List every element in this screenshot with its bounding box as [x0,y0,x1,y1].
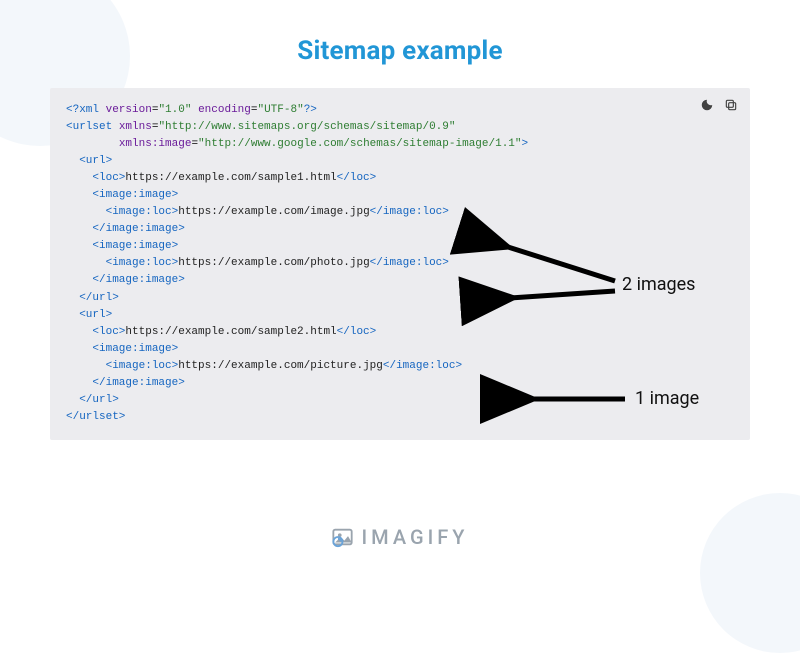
url-close-2: </url> [79,394,119,406]
code-block: <?xml version="1.0" encoding="UTF-8"?> <… [66,102,734,426]
xml-encoding-val: "UTF-8" [257,104,303,116]
imagify-logo-icon [332,526,354,548]
annotation-one-image: 1 image [635,388,699,409]
imgloc-close-2: </image:loc> [370,257,449,269]
imgimg-open-1: <image:image> [92,189,178,201]
urlset-close: </urlset> [66,411,125,423]
loc-open-2: <loc> [92,326,125,338]
url-close-1: </url> [79,292,119,304]
panel-actions [700,98,738,119]
annotation-two-images: 2 images [622,274,695,295]
loc-close-1: </loc> [337,172,377,184]
imagify-logo-text: IMAGIFY [362,525,469,549]
urlset-close-bracket: > [522,138,529,150]
imgloc-close-1: </image:loc> [370,206,449,218]
loc-close-2: </loc> [337,326,377,338]
url-open-1: <url> [79,155,112,167]
xmlns-image-attr: xmlns:image [119,138,192,150]
theme-toggle-icon[interactable] [700,98,714,119]
img2-text: https://example.com/photo.jpg [178,257,369,269]
xml-decl-close: ?> [304,104,317,116]
imgimg-open-3: <image:image> [92,343,178,355]
imgimg-close-3: </image:image> [92,377,184,389]
imgloc-close-3: </image:loc> [383,360,462,372]
imgloc-open-3: <image:loc> [106,360,179,372]
img3-text: https://example.com/picture.jpg [178,360,383,372]
xml-decl-open: <?xml [66,104,106,116]
imgimg-open-2: <image:image> [92,240,178,252]
page-title: Sitemap example [0,36,800,66]
loc-open-1: <loc> [92,172,125,184]
xmlns-val: "http://www.sitemaps.org/schemas/sitemap… [158,121,455,133]
loc2-text: https://example.com/sample2.html [125,326,336,338]
imgimg-close-2: </image:image> [92,274,184,286]
brand-logo: IMAGIFY [332,525,469,549]
xmlns-attr: xmlns [119,121,152,133]
copy-icon[interactable] [724,98,738,119]
loc1-text: https://example.com/sample1.html [125,172,336,184]
url-open-2: <url> [79,309,112,321]
urlset-open: <urlset [66,121,119,133]
xml-version-attr: version [106,104,152,116]
imgimg-close-1: </image:image> [92,223,184,235]
xml-version-val: "1.0" [158,104,191,116]
bg-circle-bottom-right [700,493,800,653]
img1-text: https://example.com/image.jpg [178,206,369,218]
imgloc-open-1: <image:loc> [106,206,179,218]
xml-encoding-attr: encoding [198,104,251,116]
xmlns-image-val: "http://www.google.com/schemas/sitemap-i… [198,138,521,150]
imgloc-open-2: <image:loc> [106,257,179,269]
